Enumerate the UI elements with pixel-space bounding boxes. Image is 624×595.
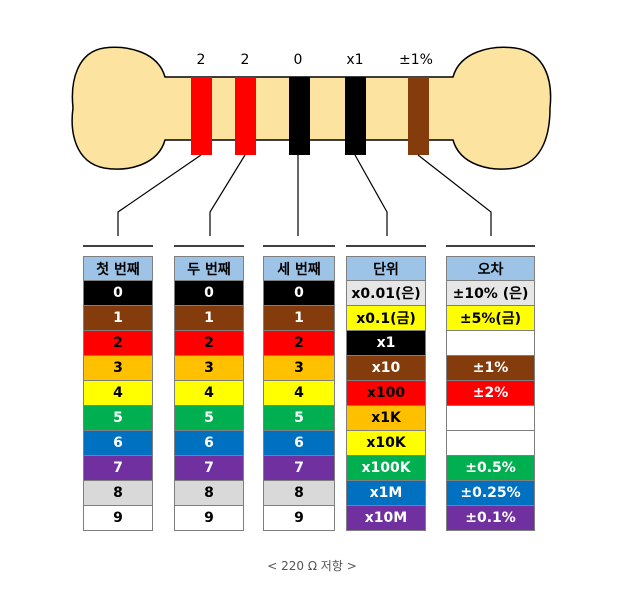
table-cell: x1M [346,480,426,506]
leader-line-2 [209,154,246,236]
table-cell: 3 [263,355,335,381]
table-cell: 2 [263,330,335,356]
table-cell [446,405,535,431]
table-cell: 9 [263,505,335,531]
table-cell: x100 [346,380,426,406]
table-cell: 1 [174,305,244,331]
band-label-3: 0 [294,52,303,68]
column-header: 세 번째 [263,256,335,281]
table-cell: 8 [174,480,244,506]
table-cell: 4 [83,380,153,406]
column-header: 오차 [446,256,535,281]
band-label-4: x1 [346,52,363,68]
table-cell: 1 [83,305,153,331]
color-band-3 [289,77,310,155]
table-cell: x10M [346,505,426,531]
color-table-5: 오차 ±10% (은) ±5%(금) ±1% ±2% ±0.5% ±0.25% ±0.1% [446,256,535,531]
table-cell: 0 [83,280,153,306]
table-cell: 8 [263,480,335,506]
table-cell: x10 [346,355,426,381]
table-cell: 7 [263,455,335,481]
table-cell: ±1% [446,355,535,381]
leader-line-4 [354,154,388,236]
color-table-3: 세 번째 0 1 2 3 4 5 6 7 8 9 [263,256,335,531]
table-cell [446,430,535,456]
column-header: 두 번째 [174,256,244,281]
column-header: 단위 [346,256,426,281]
table-cell: ±0.25% [446,480,535,506]
table-cell: 4 [263,380,335,406]
table-cell: 0 [263,280,335,306]
table-cell: 1 [263,305,335,331]
figure-caption: < 220 Ω 저항 > [267,559,357,573]
leader-line-1 [117,154,202,236]
table-cell: 6 [263,430,335,456]
table-cell: ±2% [446,380,535,406]
table-cell: 0 [174,280,244,306]
table-cell: x0.1(금) [346,305,426,331]
table-cell: 3 [83,355,153,381]
band-label-2: 2 [241,52,250,68]
table-cell: ±10% (은) [446,280,535,306]
table-cell: 5 [83,405,153,431]
table-cell: 2 [83,330,153,356]
color-band-1 [191,77,212,155]
column-header: 첫 번째 [83,256,153,281]
table-cell: 5 [263,405,335,431]
table-cell: 8 [83,480,153,506]
table-cell: x1 [346,330,426,356]
band-label-1: 2 [197,52,206,68]
table-cell: 6 [83,430,153,456]
table-cell: x1K [346,405,426,431]
band-label-5: ±1% [399,52,433,68]
table-cell: x0.01(은) [346,280,426,306]
table-cell: 3 [174,355,244,381]
color-band-4 [345,77,366,155]
leader-line-5 [417,154,492,236]
color-band-2 [235,77,256,155]
table-cell: 7 [83,455,153,481]
color-table-2: 두 번째 0 1 2 3 4 5 6 7 8 9 [174,256,244,531]
table-cell: ±0.1% [446,505,535,531]
table-cell: 2 [174,330,244,356]
table-cell [446,330,535,356]
table-cell: 6 [174,430,244,456]
table-cell: x10K [346,430,426,456]
color-band-5 [408,77,429,155]
table-cell: 5 [174,405,244,431]
table-cell: ±0.5% [446,455,535,481]
table-cell: ±5%(금) [446,305,535,331]
table-cell: 7 [174,455,244,481]
table-cell: 9 [174,505,244,531]
table-cell: x100K [346,455,426,481]
color-table-4: 단위 x0.01(은) x0.1(금) x1 x10 x100 x1K x10K x100K x1… [346,256,426,531]
color-table-1: 첫 번째 0 1 2 3 4 5 6 7 8 9 [83,256,153,531]
resistor-body [71,46,552,170]
table-cell: 9 [83,505,153,531]
table-cell: 4 [174,380,244,406]
